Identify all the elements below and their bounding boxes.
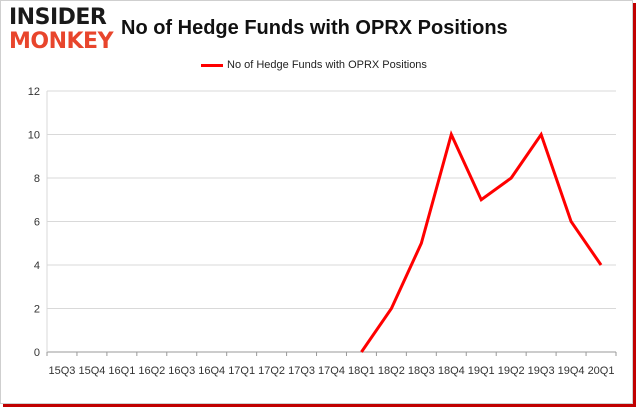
x-tick-label: 15Q3 bbox=[49, 365, 76, 377]
y-tick-label: 4 bbox=[34, 260, 40, 272]
x-tick-label: 17Q3 bbox=[288, 365, 315, 377]
legend-swatch bbox=[201, 63, 223, 67]
x-tick-label: 18Q1 bbox=[348, 365, 375, 377]
y-tick-label: 6 bbox=[34, 217, 40, 229]
logo-line-2: MONKEY bbox=[9, 29, 114, 54]
x-tick-label: 19Q1 bbox=[468, 365, 495, 377]
x-tick-label: 16Q3 bbox=[168, 365, 195, 377]
legend-label: No of Hedge Funds with OPRX Positions bbox=[227, 59, 427, 71]
x-tick-label: 16Q2 bbox=[138, 365, 165, 377]
x-tick-label: 18Q4 bbox=[438, 365, 465, 377]
x-tick-label: 19Q2 bbox=[498, 365, 525, 377]
x-tick-label: 15Q4 bbox=[78, 365, 105, 377]
x-tick-label: 16Q4 bbox=[198, 365, 225, 377]
y-tick-label: 12 bbox=[28, 86, 40, 98]
x-tick-label: 17Q2 bbox=[258, 365, 285, 377]
y-tick-label: 10 bbox=[28, 130, 40, 142]
insider-monkey-logo: INSIDER MONKEY bbox=[9, 7, 119, 57]
x-tick-label: 19Q4 bbox=[558, 365, 585, 377]
y-tick-label: 0 bbox=[34, 347, 40, 359]
series-line bbox=[360, 130, 603, 353]
chart-title: No of Hedge Funds with OPRX Positions bbox=[121, 17, 508, 39]
y-tick-label: 8 bbox=[34, 173, 40, 185]
x-tick-label: 19Q3 bbox=[528, 365, 555, 377]
y-tick-label: 2 bbox=[34, 304, 40, 316]
logo-line-1: INSIDER bbox=[9, 5, 107, 30]
x-tick-label: 17Q4 bbox=[318, 365, 345, 377]
x-tick-label: 20Q1 bbox=[588, 365, 615, 377]
x-tick-label: 16Q1 bbox=[108, 365, 135, 377]
x-tick-label: 18Q2 bbox=[378, 365, 405, 377]
x-tick-label: 18Q3 bbox=[408, 365, 435, 377]
chart-legend: No of Hedge Funds with OPRX Positions bbox=[201, 57, 427, 73]
x-tick-label: 17Q1 bbox=[228, 365, 255, 377]
